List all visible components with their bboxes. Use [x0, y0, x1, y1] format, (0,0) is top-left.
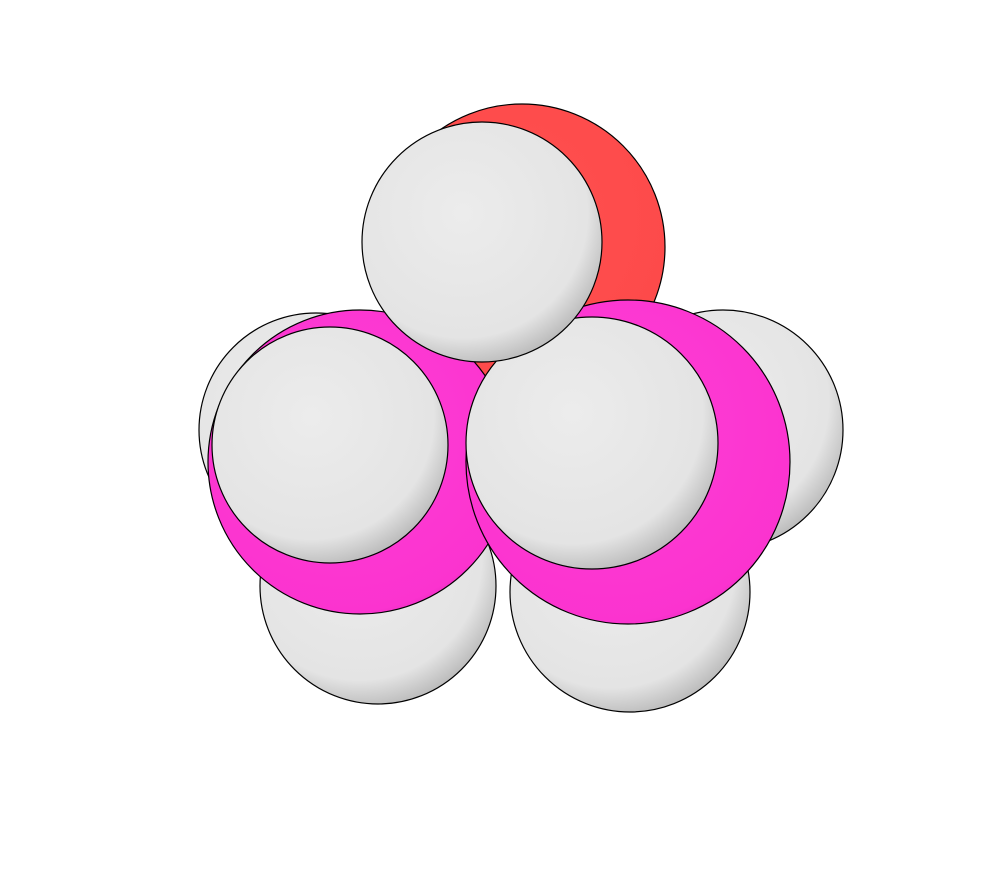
atom-h-front-left	[211, 326, 449, 564]
atoms-layer	[198, 103, 844, 713]
atom-h-top	[361, 121, 603, 363]
atom-h-front-right	[465, 316, 719, 570]
